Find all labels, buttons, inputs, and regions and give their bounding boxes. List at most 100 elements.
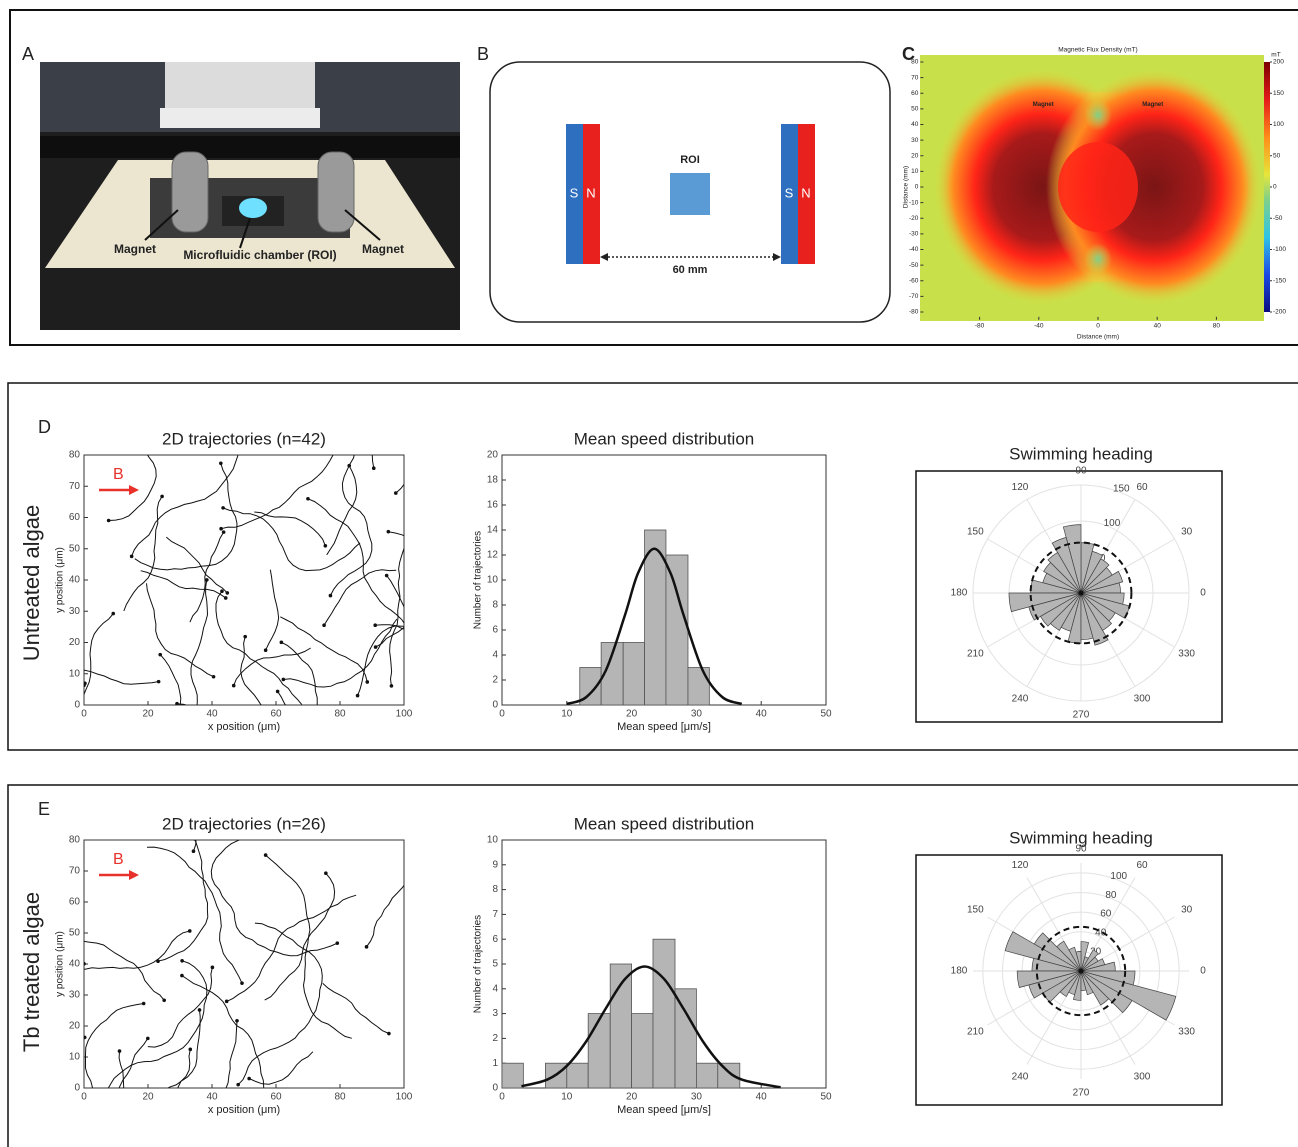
- y-tick-label: 30: [911, 137, 919, 144]
- y-tick-label: 4: [492, 650, 498, 661]
- y-tick-label: 16: [487, 500, 499, 511]
- y-tick-label: 0: [74, 700, 80, 711]
- annotation-arrowhead: [129, 485, 139, 495]
- y-axis-label: Distance (mm): [903, 166, 910, 208]
- photo-label: Magnet: [114, 242, 156, 256]
- theta-tick-label: 30: [1181, 527, 1193, 538]
- y-tick-label: -20: [909, 215, 919, 222]
- y-tick-label: 50: [69, 543, 81, 554]
- y-tick-label: 3: [492, 1008, 498, 1019]
- x-tick-label: 0: [499, 1092, 505, 1103]
- colorbar-tick-label: -200: [1273, 309, 1286, 316]
- trajectory: [308, 499, 411, 630]
- colorbar-tick-label: 100: [1273, 121, 1284, 128]
- y-tick-label: 10: [69, 1052, 81, 1063]
- bar: [718, 1063, 740, 1088]
- y-tick-label: 60: [69, 512, 81, 523]
- x-tick-label: 40: [1154, 323, 1162, 330]
- bar: [588, 1014, 610, 1088]
- theta-tick-label: 120: [1012, 482, 1029, 493]
- theta-tick-label: 300: [1134, 693, 1151, 704]
- theta-tick-label: 300: [1134, 1071, 1151, 1082]
- trajectory: [86, 1004, 144, 1105]
- theta-tick-label: 180: [951, 588, 968, 599]
- trajectory: [266, 855, 352, 1038]
- bar: [653, 939, 675, 1088]
- y-tick-label: 2: [492, 675, 498, 686]
- y-tick-label: 0: [74, 1083, 80, 1094]
- microscope: [165, 62, 315, 112]
- x-tick-label: 40: [206, 709, 218, 720]
- row-label: Tb treated algae: [19, 892, 44, 1052]
- pole-label: N: [801, 185, 810, 200]
- photo: Magnet Microfluidic chamber (ROI) Magnet: [40, 62, 460, 330]
- y-tick-label: 9: [492, 859, 498, 870]
- y-tick-label: 4: [492, 983, 498, 994]
- y-tick-label: -60: [909, 277, 919, 284]
- pole-label: S: [785, 185, 794, 200]
- y-tick-label: 0: [915, 184, 919, 191]
- bar: [632, 1014, 653, 1088]
- colorbar-tick-label: 50: [1273, 152, 1281, 159]
- figure: A B C D E Untreated algae Tb treated alg…: [0, 0, 1298, 1147]
- x-tick-label: 0: [81, 1092, 87, 1103]
- theta-tick-label: 90: [1075, 466, 1087, 477]
- bar: [696, 1063, 717, 1088]
- field-map: [920, 55, 1264, 321]
- trajectory: [327, 466, 357, 555]
- x-tick-label: 20: [626, 709, 638, 720]
- y-tick-label: 8: [492, 884, 498, 895]
- panel-label: A: [22, 44, 34, 64]
- x-tick-label: 40: [756, 709, 768, 720]
- y-tick-label: 30: [69, 606, 81, 617]
- x-tick-label: 80: [1213, 323, 1221, 330]
- colorbar-tick-label: 0: [1273, 184, 1277, 191]
- trajectory: [216, 591, 302, 704]
- y-tick-label: 40: [911, 121, 919, 128]
- trajectory: [249, 1052, 313, 1085]
- arrowhead: [773, 253, 781, 261]
- y-tick-label: -50: [909, 262, 919, 269]
- r-tick-label: 100: [1104, 518, 1121, 529]
- y-tick-label: 2: [492, 1033, 498, 1044]
- x-tick-label: 100: [396, 709, 413, 720]
- trajectory: [148, 967, 213, 1047]
- y-tick-label: 80: [911, 59, 919, 66]
- trajectory: [124, 496, 162, 611]
- photo-label: Microfluidic chamber (ROI): [183, 248, 336, 262]
- trajectory: [238, 923, 322, 1085]
- distance-label: 60 mm: [673, 264, 708, 276]
- y-tick-label: 8: [492, 600, 498, 611]
- x-axis-label: x position (μm): [208, 1104, 280, 1116]
- theta-tick-label: 0: [1200, 966, 1206, 977]
- trajectory: [265, 873, 335, 1000]
- trajectory: [358, 626, 476, 696]
- y-tick-label: 6: [492, 625, 498, 636]
- y-tick-label: 7: [492, 909, 498, 920]
- annotation-arrowhead: [129, 870, 139, 880]
- y-tick-label: 12: [487, 550, 499, 561]
- y-tick-label: -70: [909, 293, 919, 300]
- panel-label: D: [38, 417, 51, 437]
- theta-tick-label: 30: [1181, 905, 1193, 916]
- y-tick-label: -30: [909, 231, 919, 238]
- colorbar-tick-label: 200: [1273, 59, 1284, 66]
- x-tick-label: 10: [561, 709, 573, 720]
- panel-label: E: [38, 799, 50, 819]
- theta-tick-label: 60: [1136, 482, 1148, 493]
- trajectory-start: [83, 1036, 87, 1040]
- x-tick-label: -40: [1034, 323, 1044, 330]
- theta-tick-label: 210: [967, 649, 984, 660]
- y-tick-label: 40: [69, 959, 81, 970]
- roi: [670, 173, 710, 215]
- trajectory: [323, 983, 389, 1033]
- r-tick-label: 80: [1105, 890, 1117, 901]
- page: A B C D E Untreated algae Tb treated alg…: [0, 0, 1298, 1147]
- arrowhead: [600, 253, 608, 261]
- y-tick-label: 50: [911, 106, 919, 113]
- theta-tick-label: 150: [967, 527, 984, 538]
- chart-title: 2D trajectories (n=26): [162, 814, 326, 833]
- chart-title: Mean speed distribution: [574, 814, 755, 833]
- trajectories: [0, 703, 485, 1147]
- x-tick-label: 100: [396, 1092, 413, 1103]
